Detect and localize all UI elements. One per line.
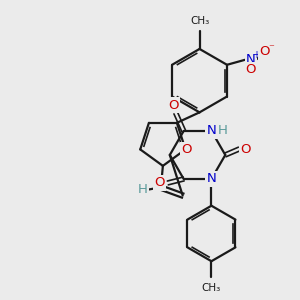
Text: H: H xyxy=(218,124,227,137)
Text: O: O xyxy=(260,45,270,58)
Text: O: O xyxy=(181,143,192,156)
Text: CH₃: CH₃ xyxy=(202,283,221,293)
Text: O: O xyxy=(169,99,179,112)
Text: O: O xyxy=(245,63,256,76)
Text: N: N xyxy=(207,124,216,137)
Text: N: N xyxy=(246,53,256,66)
Text: CH₃: CH₃ xyxy=(190,16,209,26)
Text: ⁻: ⁻ xyxy=(268,43,274,53)
Text: +: + xyxy=(252,50,260,60)
Text: O: O xyxy=(240,142,250,155)
Text: H: H xyxy=(138,183,148,196)
Text: N: N xyxy=(207,172,216,185)
Text: O: O xyxy=(155,176,165,189)
